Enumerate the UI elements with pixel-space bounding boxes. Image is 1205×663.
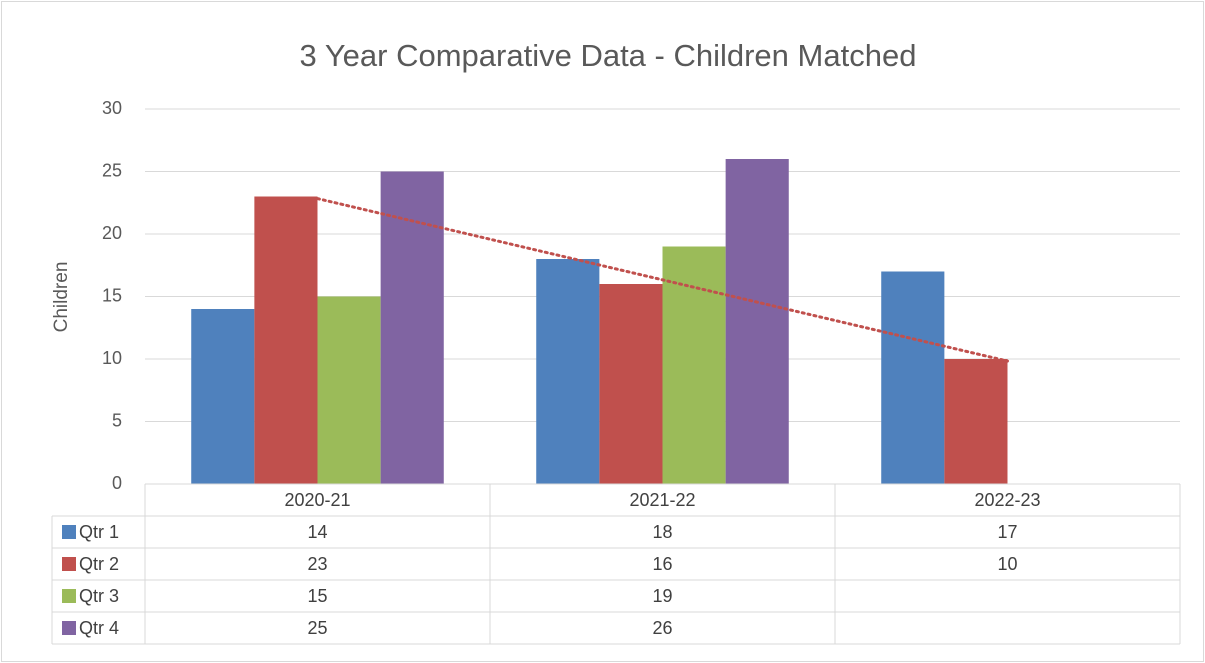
trendline bbox=[316, 197, 1009, 363]
x-tick-label: 2020-21 bbox=[284, 490, 350, 510]
legend-key bbox=[62, 557, 76, 571]
y-axis-label: Children bbox=[51, 262, 72, 333]
y-tick-label: 20 bbox=[102, 223, 122, 243]
bar bbox=[536, 259, 600, 484]
legend-label: Qtr 3 bbox=[79, 586, 119, 606]
legend-key bbox=[62, 589, 76, 603]
table-value: 10 bbox=[997, 554, 1017, 574]
table-value: 18 bbox=[652, 522, 672, 542]
table-value: 17 bbox=[997, 522, 1017, 542]
table-value: 15 bbox=[307, 586, 327, 606]
y-tick-label: 15 bbox=[102, 285, 122, 305]
table-value: 25 bbox=[307, 618, 327, 638]
legend-label: Qtr 4 bbox=[79, 618, 119, 638]
bar bbox=[725, 159, 789, 484]
y-tick-label: 10 bbox=[102, 348, 122, 368]
bar bbox=[380, 171, 444, 484]
table-value: 26 bbox=[652, 618, 672, 638]
y-tick-label: 25 bbox=[102, 160, 122, 180]
bar bbox=[191, 309, 255, 484]
bar bbox=[881, 271, 945, 484]
legend-key bbox=[62, 621, 76, 635]
bar bbox=[662, 246, 726, 484]
x-tick-label: 2021-22 bbox=[629, 490, 695, 510]
legend-label: Qtr 1 bbox=[79, 522, 119, 542]
legend-label: Qtr 2 bbox=[79, 554, 119, 574]
bar bbox=[944, 359, 1008, 484]
bar bbox=[599, 284, 663, 484]
table-value: 23 bbox=[307, 554, 327, 574]
table-value: 14 bbox=[307, 522, 327, 542]
legend-key bbox=[62, 525, 76, 539]
bar bbox=[254, 196, 318, 484]
table-value: 16 bbox=[652, 554, 672, 574]
x-tick-label: 2022-23 bbox=[974, 490, 1040, 510]
table-value: 19 bbox=[652, 586, 672, 606]
chart-title: 3 Year Comparative Data - Children Match… bbox=[300, 38, 917, 73]
y-tick-label: 5 bbox=[112, 410, 122, 430]
y-tick-label: 30 bbox=[102, 98, 122, 118]
bar bbox=[317, 296, 381, 484]
y-tick-label: 0 bbox=[112, 473, 122, 493]
